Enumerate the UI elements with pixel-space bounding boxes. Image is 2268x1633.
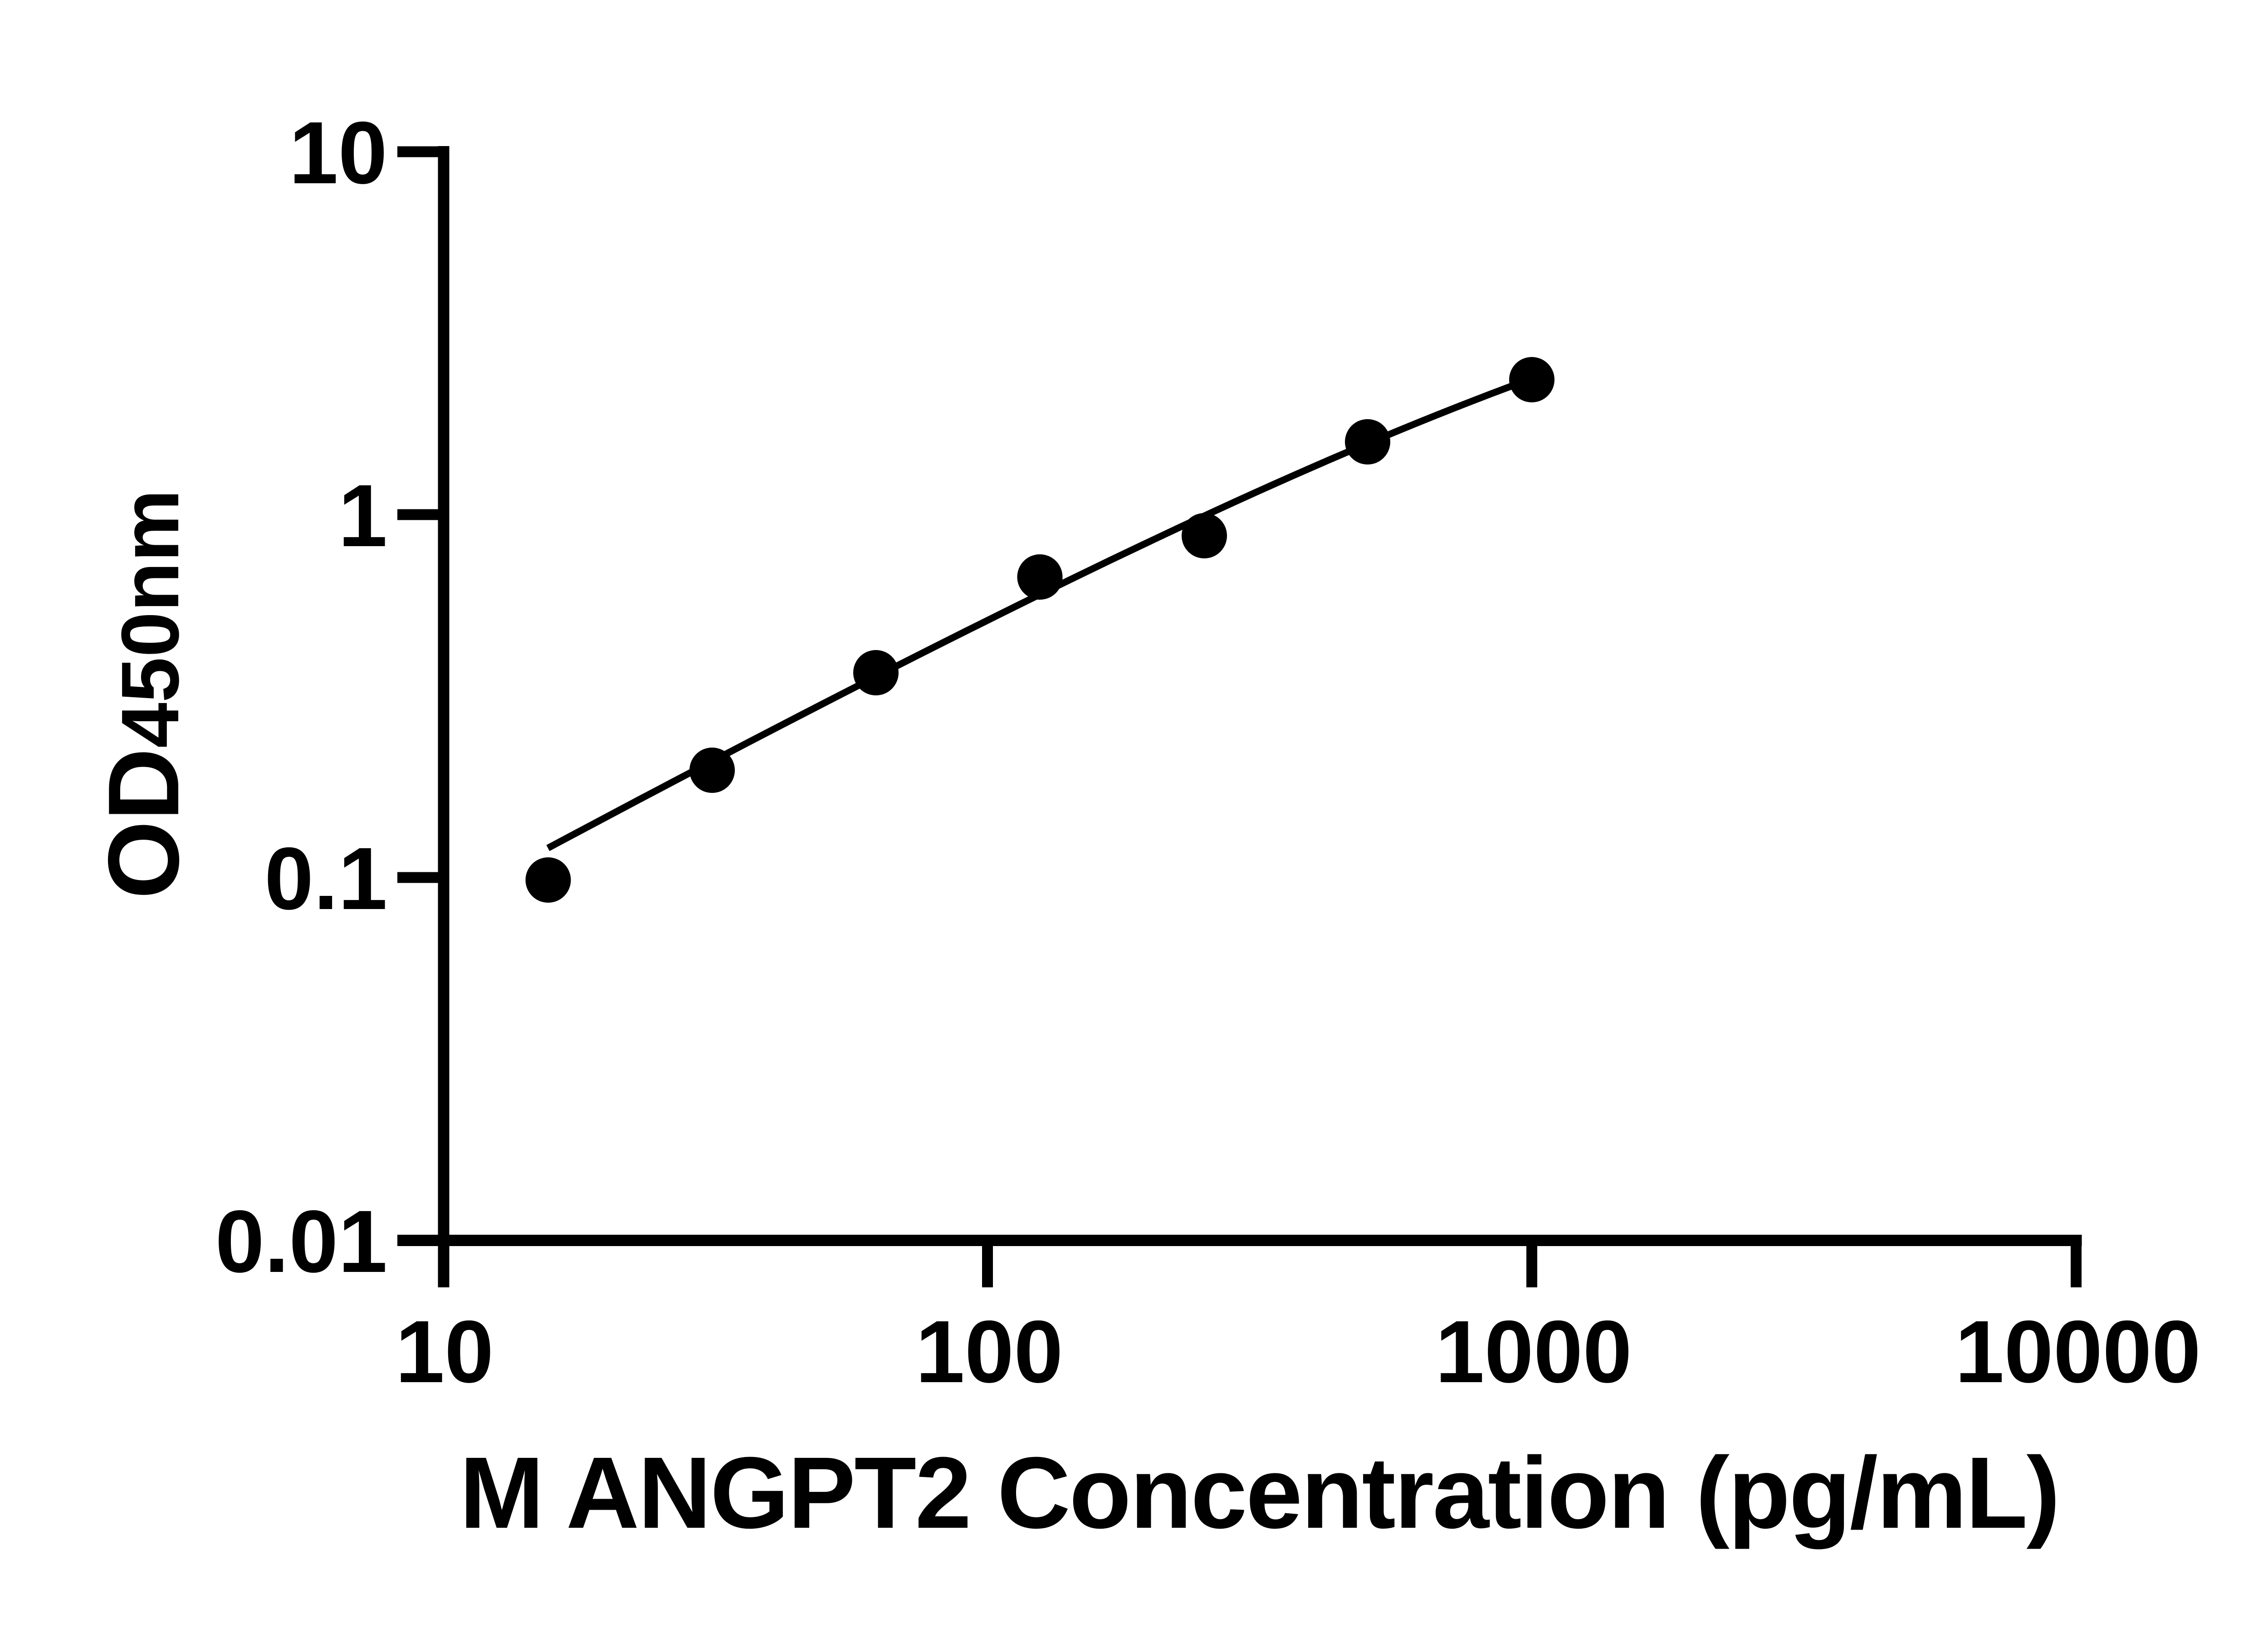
svg-text:10: 10 [289,103,387,202]
svg-text:1000: 1000 [1435,1302,1632,1401]
svg-text:0.01: 0.01 [215,1192,387,1291]
svg-text:0.1: 0.1 [264,829,387,928]
svg-text:OD450nm: OD450nm [88,489,200,899]
svg-text:M ANGPT2 Concentration (pg/mL): M ANGPT2 Concentration (pg/mL) [459,1436,2060,1550]
svg-text:100: 100 [915,1302,1063,1401]
svg-text:10: 10 [396,1302,494,1401]
svg-text:10000: 10000 [1955,1302,2201,1401]
svg-text:1: 1 [338,466,387,565]
